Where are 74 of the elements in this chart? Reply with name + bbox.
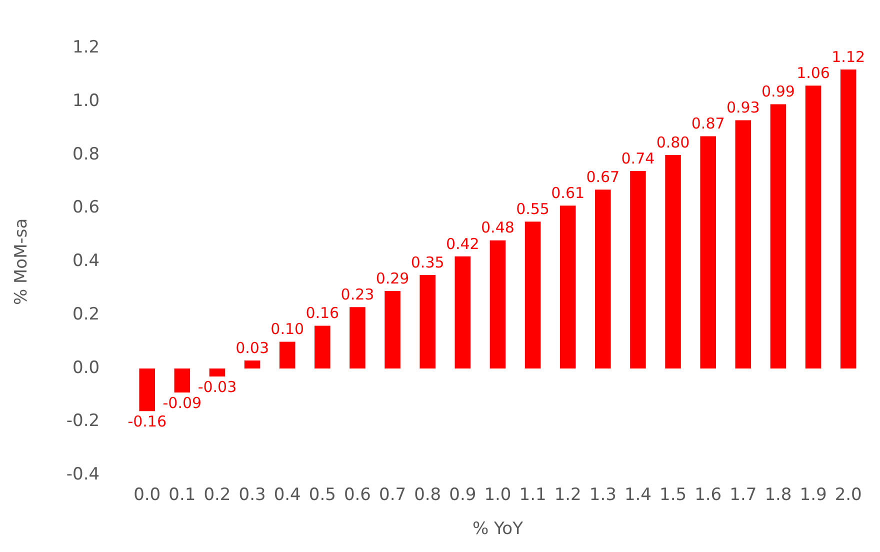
- bar: [630, 170, 646, 368]
- y-tick-label: 0.4: [72, 251, 100, 272]
- data-label: 0.48: [481, 218, 514, 237]
- x-tick-label: 1.0: [484, 484, 512, 505]
- y-tick-label: 1.2: [72, 38, 100, 58]
- bar: [524, 222, 541, 368]
- y-tick-label: -0.2: [66, 411, 100, 432]
- bar: [174, 368, 190, 392]
- x-tick-label: 1.7: [730, 484, 757, 505]
- x-tick-label: 1.6: [694, 484, 722, 505]
- data-label: 0.93: [726, 98, 760, 117]
- bar: [279, 342, 296, 368]
- y-tick-label: 0.6: [72, 198, 100, 218]
- bar: [384, 291, 400, 368]
- x-tick-label: 0.3: [238, 484, 266, 505]
- data-label: 1.12: [832, 48, 866, 66]
- data-label: 0.16: [306, 304, 340, 322]
- data-label: 0.87: [691, 114, 725, 133]
- bar: [595, 190, 611, 368]
- data-label: -0.03: [198, 378, 237, 396]
- data-label: 0.61: [551, 184, 585, 202]
- bar: [665, 154, 681, 368]
- x-axis-title: % YoY: [472, 519, 524, 540]
- data-label: 0.67: [586, 168, 620, 186]
- bar: [490, 240, 506, 368]
- y-tick-label: 0.2: [72, 304, 100, 324]
- data-label: 0.80: [656, 133, 690, 152]
- y-tick-label: 1.0: [72, 90, 100, 111]
- data-label: 1.06: [796, 64, 830, 82]
- x-tick-label: 0.4: [274, 484, 301, 505]
- bar: [840, 70, 856, 368]
- x-tick-label: 1.8: [764, 484, 792, 505]
- x-tick-label: 0.2: [204, 484, 231, 505]
- y-tick-label: 0.8: [72, 144, 100, 164]
- x-tick-label: 0.8: [414, 484, 442, 505]
- data-label: 0.23: [340, 285, 374, 304]
- y-tick-label: 0.0: [72, 358, 100, 378]
- bar: [314, 326, 330, 368]
- data-label: 0.03: [236, 338, 269, 357]
- bar: [350, 307, 366, 368]
- bar: [735, 120, 752, 368]
- x-tick-label: 1.1: [519, 484, 546, 505]
- data-label: 0.99: [762, 82, 795, 101]
- data-label: 0.10: [270, 320, 304, 338]
- data-label: 0.55: [516, 200, 550, 218]
- x-tick-label: 1.2: [554, 484, 582, 505]
- x-tick-label: 1.5: [660, 484, 687, 505]
- bar: [560, 206, 576, 368]
- x-tick-label: 0.7: [379, 484, 406, 505]
- data-label: 0.74: [621, 149, 655, 168]
- bar: [454, 256, 471, 368]
- data-label: -0.16: [128, 412, 167, 431]
- x-tick-label: 0.5: [308, 484, 336, 505]
- bar: [244, 360, 260, 368]
- x-tick-label: 1.4: [624, 484, 652, 505]
- bar: [700, 136, 716, 368]
- x-tick-label: 1.9: [800, 484, 827, 505]
- x-tick-label: 0.0: [134, 484, 161, 505]
- x-tick-label: 0.1: [168, 484, 196, 505]
- data-label: 0.42: [446, 234, 480, 253]
- bar: [420, 275, 436, 368]
- x-tick-label: 0.9: [449, 484, 476, 505]
- x-tick-label: 1.3: [589, 484, 616, 505]
- y-tick-label: -0.4: [66, 464, 100, 485]
- bar: [770, 104, 786, 368]
- data-label: 0.35: [410, 253, 444, 272]
- x-tick-label: 2.0: [834, 484, 862, 505]
- data-label: -0.09: [162, 394, 202, 412]
- bar: [139, 368, 155, 412]
- data-label: 0.29: [376, 269, 410, 288]
- bar: [209, 368, 226, 376]
- y-axis-title: % MoM-sa: [12, 218, 32, 306]
- x-tick-label: 0.6: [344, 484, 371, 505]
- bar: [805, 86, 822, 368]
